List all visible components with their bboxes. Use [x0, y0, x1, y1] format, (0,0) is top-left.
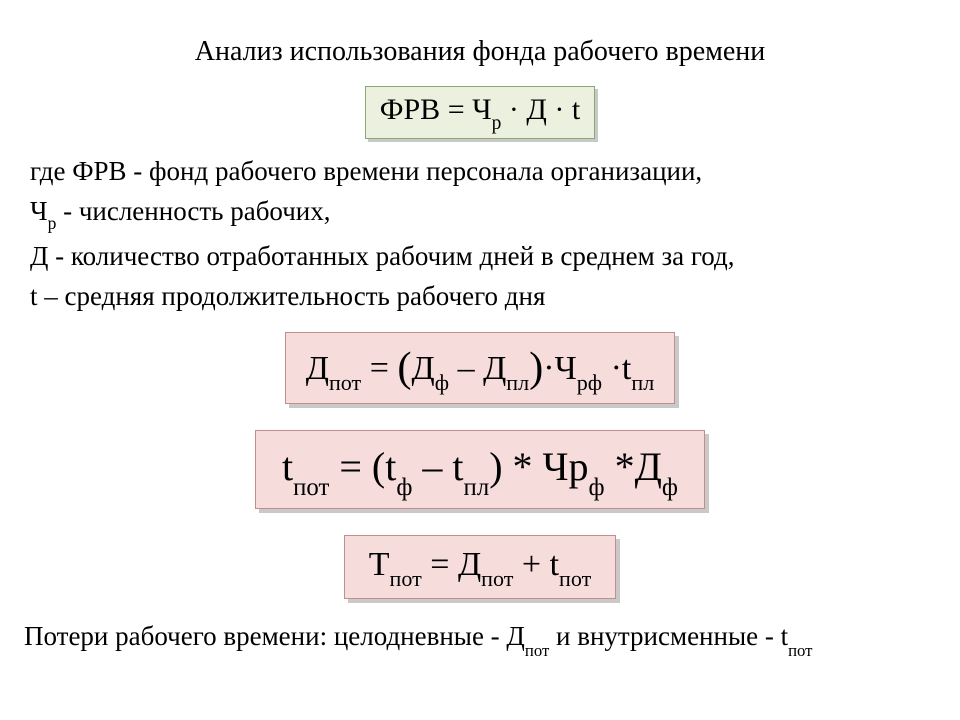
formula-2: Дпот = (Дф – Дпл)·Чрф ·tпл	[285, 332, 675, 403]
f2-c: Ч	[555, 350, 577, 387]
formula-4-wrap: Тпот = Дпот + tпот	[20, 535, 940, 600]
f2-lhs: Д	[306, 350, 329, 387]
f1-a-sub: р	[492, 113, 502, 134]
f2-d-sub: пл	[631, 370, 654, 395]
f2-eq: =	[361, 350, 397, 387]
formula-4: Тпот = Дпот + tпот	[344, 535, 617, 600]
f2-a: Д	[412, 350, 435, 387]
def-line-1: где ФРВ - фонд рабочего времени персонал…	[30, 153, 940, 189]
f3-d-sub: ф	[662, 474, 678, 501]
f1-dot1: ·	[501, 93, 526, 126]
f2-dot2: ·	[602, 350, 622, 387]
f2-b: Д	[483, 350, 506, 387]
f3-lhs-sub: пот	[293, 474, 329, 501]
f4-lhs-sub: пот	[390, 566, 422, 591]
footer-text: Потери рабочего времени: целодневные - Д…	[24, 621, 936, 656]
f1-b: Д	[526, 93, 546, 126]
def-line-2: Чр - численность рабочих,	[30, 193, 940, 233]
f1-eq: =	[440, 93, 472, 126]
f4-a-sub: пот	[481, 566, 513, 591]
f3-star: *	[605, 444, 635, 489]
f4-plus: +	[513, 546, 549, 583]
f3-a: t	[385, 444, 396, 489]
f4-b: t	[550, 546, 559, 583]
f1-a: Ч	[472, 93, 492, 126]
f2-b-sub: пл	[506, 370, 529, 395]
def-l2b: - численность рабочих,	[56, 196, 330, 226]
f2-dot1: ·	[543, 350, 554, 387]
def-line-3: Д - количество отработанных рабочим дней…	[30, 238, 940, 274]
f4-a: Д	[458, 546, 481, 583]
f3-b: t	[452, 444, 463, 489]
definitions: где ФРВ - фонд рабочего времени персонал…	[30, 153, 940, 314]
f3-minus: –	[412, 444, 452, 489]
f3-d: Д	[635, 444, 662, 489]
f3-c: Чр	[543, 444, 589, 489]
f3-eq: = (	[329, 444, 385, 489]
formula-3: tпот = (tф – tпл) * Чрф *Дф	[255, 430, 705, 509]
f1-dot2: ·	[547, 93, 572, 126]
f2-minus: –	[449, 350, 483, 387]
formula-1-wrap: ФРВ = Чр · Д · t	[20, 86, 940, 139]
footer-t2: и внутрисменные - t	[549, 621, 788, 651]
f2-d: t	[622, 350, 631, 387]
f3-rp: ) *	[489, 444, 542, 489]
formula-2-wrap: Дпот = (Дф – Дпл)·Чрф ·tпл	[20, 332, 940, 403]
footer-t1: Потери рабочего времени: целодневные - Д	[24, 621, 525, 651]
f2-a-sub: ф	[435, 370, 449, 395]
formula-3-wrap: tпот = (tф – tпл) * Чрф *Дф	[20, 430, 940, 509]
f3-a-sub: ф	[396, 474, 412, 501]
def-l2-sub: р	[48, 213, 57, 233]
f4-b-sub: пот	[559, 566, 591, 591]
f2-c-sub: рф	[577, 370, 602, 395]
f3-b-sub: пл	[464, 474, 490, 501]
def-l2a: Ч	[30, 196, 48, 226]
f3-c-sub: ф	[589, 474, 605, 501]
formula-1: ФРВ = Чр · Д · t	[365, 86, 595, 139]
f2-lp: (	[397, 344, 411, 391]
f4-eq: =	[422, 546, 458, 583]
f2-lhs-sub: пот	[329, 370, 361, 395]
footer-s1: пот	[525, 641, 549, 660]
slide-title: Анализ использования фонда рабочего врем…	[20, 36, 940, 68]
footer-s2: пот	[788, 641, 812, 660]
f3-lhs: t	[282, 444, 293, 489]
def-line-4: t – средняя продолжительность рабочего д…	[30, 278, 940, 314]
f2-rp: )	[529, 344, 543, 391]
f4-lhs: Т	[369, 546, 390, 583]
f1-lhs: ФРВ	[380, 93, 440, 126]
f1-c: t	[572, 93, 580, 126]
